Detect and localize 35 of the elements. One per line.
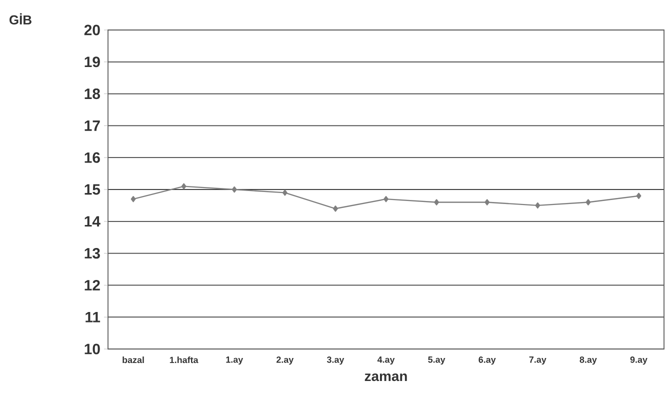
point <box>636 192 642 199</box>
x-tick-label: 4.ay <box>377 356 395 365</box>
x-tick-label: 1.ay <box>226 356 244 365</box>
point <box>586 199 591 206</box>
y-tick-label: 13 <box>84 248 100 259</box>
point <box>384 196 388 202</box>
point <box>232 186 237 193</box>
y-tick-label: 11 <box>86 312 100 322</box>
x-tick-label: 6.ay <box>478 356 496 365</box>
y-tick-label: 14 <box>84 216 100 227</box>
x-tick-label: 3.ay <box>326 356 344 365</box>
y-axis-title: GİB <box>10 13 32 24</box>
point <box>434 199 440 206</box>
x-tick-label: 5.ay <box>428 356 446 365</box>
x-tick-label: 2.ay <box>276 356 294 365</box>
y-tick-label: 10 <box>84 344 100 354</box>
x-axis-title: zaman <box>364 373 407 382</box>
y-tick-label: 12 <box>84 280 100 290</box>
x-tick-label: 7.ay <box>529 356 546 365</box>
point <box>535 202 540 209</box>
x-tick-label: 9.ay <box>630 356 648 365</box>
y-tick-label: 20 <box>84 24 100 36</box>
point <box>484 199 490 206</box>
y-tick-label: 15 <box>84 184 100 195</box>
point <box>282 190 288 196</box>
y-tick-label: 17 <box>84 120 100 131</box>
point <box>332 206 338 212</box>
point <box>181 183 186 190</box>
y-tick-label: 19 <box>84 56 100 68</box>
point <box>130 196 136 202</box>
x-tick-label: bazal <box>122 356 144 364</box>
x-tick-label: 8.ay <box>580 356 597 365</box>
y-tick-label: 18 <box>84 88 100 100</box>
y-tick-label: 16 <box>84 152 100 163</box>
x-tick-label: 1.hafta <box>170 356 198 364</box>
